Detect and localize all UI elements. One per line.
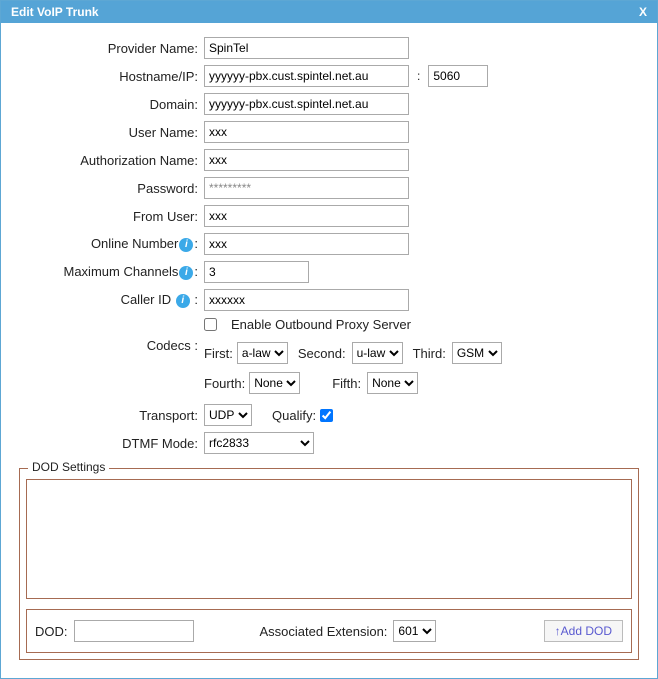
hostname-input[interactable] (204, 65, 409, 87)
dod-label: DOD: (35, 624, 68, 639)
info-icon[interactable]: i (179, 238, 193, 252)
maxch-label: Maximum Channelsi: (19, 264, 204, 280)
port-input[interactable] (428, 65, 488, 87)
enable-proxy-checkbox[interactable] (204, 318, 217, 331)
dtmf-label: DTMF Mode: (19, 436, 204, 451)
codec5-label: Fifth: (332, 376, 361, 391)
username-label: User Name: (19, 125, 204, 140)
authname-input[interactable] (204, 149, 409, 171)
callerid-input[interactable] (204, 289, 409, 311)
username-input[interactable] (204, 121, 409, 143)
codec2-label: Second: (298, 346, 346, 361)
edit-voip-trunk-window: Edit VoIP Trunk X Provider Name: Hostnam… (0, 0, 658, 679)
provider-name-label: Provider Name: (19, 41, 204, 56)
codec5-select[interactable]: None (367, 372, 418, 394)
dod-input[interactable] (74, 620, 194, 642)
window-title: Edit VoIP Trunk (11, 5, 99, 19)
dod-settings-legend: DOD Settings (28, 460, 109, 474)
codecs-label: Codecs : (19, 338, 204, 353)
codec2-select[interactable]: u-law (352, 342, 403, 364)
provider-name-input[interactable] (204, 37, 409, 59)
codec3-select[interactable]: GSM (452, 342, 502, 364)
fromuser-input[interactable] (204, 205, 409, 227)
form-content: Provider Name: Hostname/IP: : Domain: Us… (1, 23, 657, 678)
callerid-label: Caller ID i : (19, 292, 204, 308)
domain-label: Domain: (19, 97, 204, 112)
fromuser-label: From User: (19, 209, 204, 224)
codec4-select[interactable]: None (249, 372, 300, 394)
hostname-label: Hostname/IP: (19, 69, 204, 84)
codec1-select[interactable]: a-law (237, 342, 288, 364)
authname-label: Authorization Name: (19, 153, 204, 168)
codec4-label: Fourth: (204, 376, 245, 391)
codec3-label: Third: (413, 346, 446, 361)
assoc-ext-label: Associated Extension: (260, 624, 388, 639)
assoc-ext-select[interactable]: 601 (393, 620, 436, 642)
dod-listbox[interactable] (26, 479, 632, 599)
codec1-label: First: (204, 346, 233, 361)
password-input[interactable] (204, 177, 409, 199)
dod-settings-fieldset: DOD Settings DOD: Associated Extension: … (19, 468, 639, 660)
qualify-label: Qualify: (272, 408, 316, 423)
dod-entry-line: DOD: Associated Extension: 601 ↑Add DOD (26, 609, 632, 653)
onlinenum-input[interactable] (204, 233, 409, 255)
transport-label: Transport: (19, 408, 204, 423)
add-dod-button[interactable]: ↑Add DOD (544, 620, 623, 642)
port-colon: : (417, 69, 420, 83)
password-label: Password: (19, 181, 204, 196)
qualify-checkbox[interactable] (320, 409, 333, 422)
onlinenum-label: Online Numberi: (19, 236, 204, 252)
info-icon[interactable]: i (176, 294, 190, 308)
transport-select[interactable]: UDP (204, 404, 252, 426)
dtmf-select[interactable]: rfc2833 (204, 432, 314, 454)
titlebar: Edit VoIP Trunk X (1, 1, 657, 23)
maxch-input[interactable] (204, 261, 309, 283)
domain-input[interactable] (204, 93, 409, 115)
enable-proxy-label: Enable Outbound Proxy Server (231, 317, 411, 332)
info-icon[interactable]: i (179, 266, 193, 280)
close-icon[interactable]: X (639, 5, 647, 19)
